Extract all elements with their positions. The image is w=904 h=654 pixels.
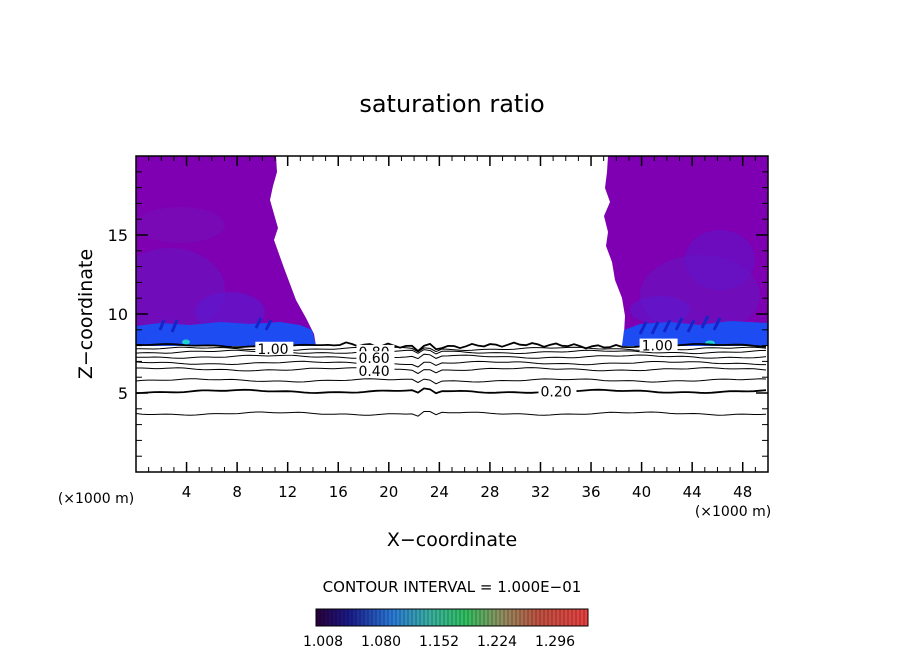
contour-line [136,411,767,417]
x-tick-label: 36 [581,483,600,501]
colorbar-tick-label: 1.152 [419,634,459,650]
blue-band-left [136,322,316,346]
contour-lines [136,341,767,417]
shade-patch [630,296,690,324]
colorbar-stripes [319,609,585,626]
colorbar-tick-labels: 1.008 1.080 1.152 1.224 1.296 [303,634,575,650]
x-unit-left: (×1000 m) [58,491,134,507]
streak-marks [158,315,722,335]
contour-label-bg [255,341,294,355]
x-tick-label: 32 [531,483,550,501]
y-tick-label: 15 [108,226,128,245]
y-axis-label: Z−coordinate [75,249,97,379]
contour-line [136,353,767,360]
x-axis-ticks: 4 8 12 16 20 24 28 32 36 40 44 48 [148,156,756,501]
colorbar-tick-label: 1.080 [361,634,401,650]
x-unit-right: (×1000 m) [695,504,771,520]
contour-line [136,349,767,355]
contour-labels: 1.000.800.600.400.201.00 [255,338,678,400]
contour-label: 0.40 [358,364,389,380]
contour-line [136,360,766,368]
colorbar-tick-label: 1.296 [535,634,575,650]
plot-area: 1.000.800.600.400.201.00 [136,156,768,417]
contour-label: 0.60 [358,351,389,367]
colorbar-tick-label: 1.008 [303,634,343,650]
contour-label: 1.00 [642,339,673,355]
chart-title: saturation ratio [359,90,544,118]
contour-interval-text: CONTOUR INTERVAL = 1.000E−01 [323,578,582,596]
contour-label-bg [639,338,678,352]
contour-label: 1.00 [257,342,288,358]
x-tick-label: 48 [733,483,752,501]
y-tick-label: 5 [118,384,128,403]
contour-label-bg [356,351,395,365]
x-tick-label: 16 [329,483,348,501]
x-tick-label: 28 [480,483,499,501]
contour-label: 0.20 [540,384,571,400]
cyan-spot [182,339,190,345]
contour-line [136,378,767,385]
colorbar-tick-label: 1.224 [477,634,517,650]
x-tick-label: 8 [232,483,242,501]
x-tick-label: 4 [182,483,192,501]
contour-line [136,367,767,375]
x-axis-label: X−coordinate [387,529,517,551]
x-tick-label: 24 [430,483,449,501]
shade-patch [195,292,265,332]
contour-label-bg [538,384,577,398]
x-tick-label: 20 [379,483,398,501]
shade-patch [685,230,755,290]
x-tick-label: 40 [632,483,651,501]
x-tick-label: 12 [278,483,297,501]
contour-line [136,387,767,395]
contour-label-bg [356,363,395,377]
shade-patch [136,207,225,243]
x-tick-label: 44 [683,483,702,501]
y-tick-label: 10 [108,305,128,324]
y-axis-ticks: 5 10 15 [108,171,768,457]
